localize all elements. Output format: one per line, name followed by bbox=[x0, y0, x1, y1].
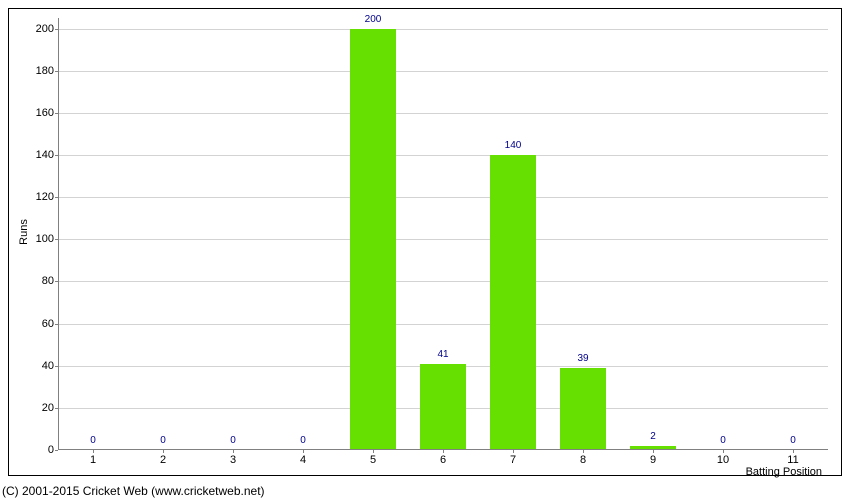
y-tick-label: 60 bbox=[42, 318, 54, 330]
gridline bbox=[58, 71, 828, 72]
bar-value-label: 0 bbox=[90, 435, 96, 446]
y-axis-title: Runs bbox=[18, 219, 30, 245]
x-tick-mark bbox=[373, 450, 374, 453]
x-tick-label: 3 bbox=[230, 454, 236, 466]
x-tick-mark bbox=[653, 450, 654, 453]
y-tick-label: 0 bbox=[48, 444, 54, 456]
x-tick-label: 5 bbox=[370, 454, 376, 466]
x-tick-label: 4 bbox=[300, 454, 306, 466]
plot-area: 00002004114039200 bbox=[58, 18, 828, 450]
bar-value-label: 140 bbox=[505, 140, 522, 151]
bar-value-label: 0 bbox=[230, 435, 236, 446]
x-tick-label: 1 bbox=[90, 454, 96, 466]
bar-value-label: 0 bbox=[790, 435, 796, 446]
bar-value-label: 0 bbox=[720, 435, 726, 446]
x-tick-label: 8 bbox=[580, 454, 586, 466]
gridline bbox=[58, 155, 828, 156]
bar-value-label: 41 bbox=[437, 349, 448, 360]
chart-container: 020406080100120140160180200 123456789101… bbox=[0, 0, 850, 500]
x-tick-label: 9 bbox=[650, 454, 656, 466]
bar bbox=[560, 368, 606, 450]
gridline bbox=[58, 239, 828, 240]
y-tick-label: 20 bbox=[42, 402, 54, 414]
gridline bbox=[58, 281, 828, 282]
x-tick-mark bbox=[583, 450, 584, 453]
copyright-text: (C) 2001-2015 Cricket Web (www.cricketwe… bbox=[2, 484, 265, 498]
y-tick-label: 120 bbox=[36, 191, 54, 203]
x-tick-mark bbox=[233, 450, 234, 453]
gridline bbox=[58, 197, 828, 198]
x-tick-mark bbox=[723, 450, 724, 453]
x-tick-mark bbox=[303, 450, 304, 453]
x-tick-mark bbox=[793, 450, 794, 453]
y-tick-label: 160 bbox=[36, 107, 54, 119]
y-tick-label: 80 bbox=[42, 275, 54, 287]
bar-value-label: 0 bbox=[160, 435, 166, 446]
bar bbox=[490, 155, 536, 450]
bar bbox=[350, 29, 396, 450]
x-tick-label: 11 bbox=[787, 454, 798, 466]
x-axis-title: Batting Position bbox=[746, 466, 822, 478]
y-tick-label: 200 bbox=[36, 23, 54, 35]
y-tick-label: 100 bbox=[36, 233, 54, 245]
y-tick-label: 180 bbox=[36, 65, 54, 77]
bar bbox=[420, 364, 466, 450]
x-tick-label: 10 bbox=[717, 454, 729, 466]
y-tick-label: 40 bbox=[42, 360, 54, 372]
x-tick-label: 6 bbox=[440, 454, 446, 466]
bar-value-label: 0 bbox=[300, 435, 306, 446]
x-tick-mark bbox=[513, 450, 514, 453]
x-axis-line bbox=[58, 449, 828, 450]
bar-value-label: 2 bbox=[650, 431, 656, 442]
gridline bbox=[58, 324, 828, 325]
bar-value-label: 200 bbox=[365, 14, 382, 25]
gridline bbox=[58, 29, 828, 30]
x-tick-label: 2 bbox=[160, 454, 166, 466]
y-tick-label: 140 bbox=[36, 149, 54, 161]
x-tick-mark bbox=[443, 450, 444, 453]
y-tick-mark bbox=[55, 450, 58, 451]
y-axis-line bbox=[58, 18, 59, 450]
x-tick-label: 7 bbox=[510, 454, 516, 466]
bar-value-label: 39 bbox=[577, 353, 588, 364]
gridline bbox=[58, 113, 828, 114]
x-tick-mark bbox=[163, 450, 164, 453]
x-tick-mark bbox=[93, 450, 94, 453]
